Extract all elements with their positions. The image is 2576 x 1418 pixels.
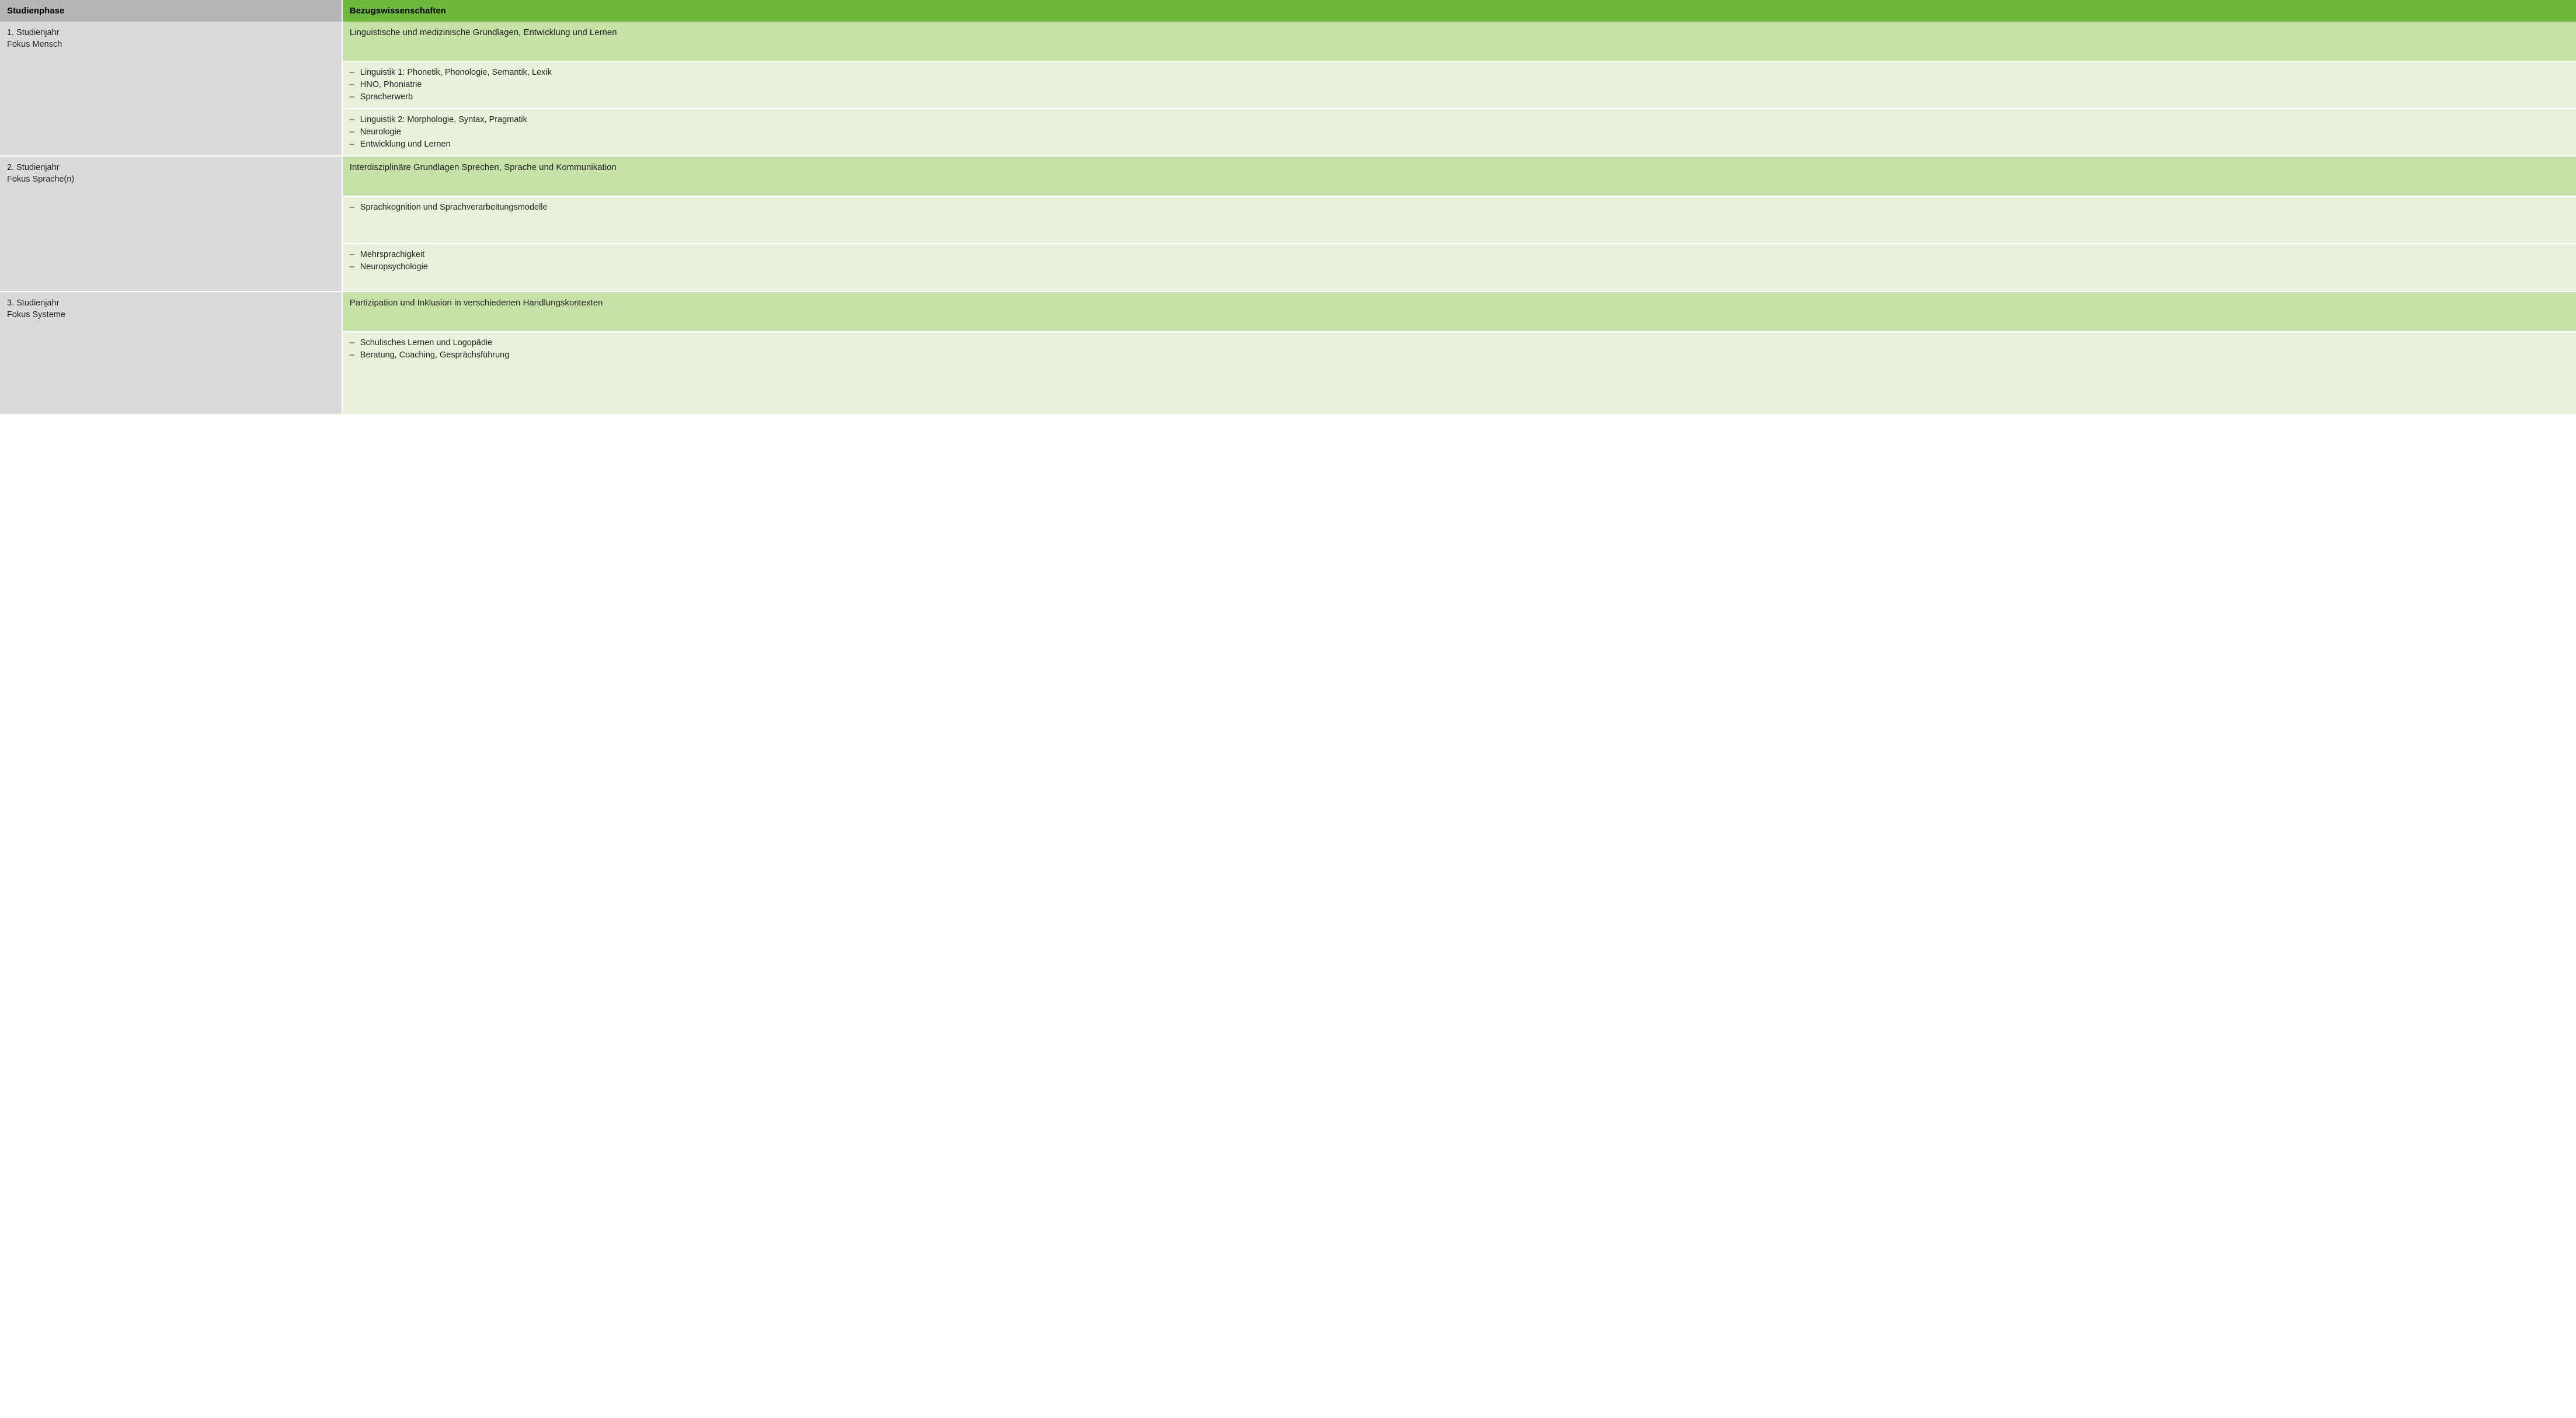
list-item: Entwicklung und Lernen	[350, 138, 2569, 151]
list-item: Mehrsprachigkeit	[350, 249, 2569, 261]
section-2-block-0: Sprachkognition und Sprachverarbeitungsm…	[343, 197, 2576, 244]
list-item: Spracherwerb	[350, 91, 2569, 103]
list-item: HNO, Phoniatrie	[350, 79, 2569, 91]
phase-line2: Fokus Systeme	[7, 310, 65, 319]
list-item: Neuropsychologie	[350, 261, 2569, 273]
phase-line2: Fokus Mensch	[7, 40, 62, 49]
list-item: Linguistik 2: Morphologie, Syntax, Pragm…	[350, 114, 2569, 126]
header-row: Studienphase Bezugswissenschaften	[0, 0, 2576, 22]
section-3-block-0: Schulisches Lernen und Logopädie Beratun…	[343, 332, 2576, 414]
header-right: Bezugswissenschaften	[343, 0, 2576, 22]
list-item: Schulisches Lernen und Logopädie	[350, 337, 2569, 349]
phase-label-2: 2. Studienjahr Fokus Sprache(n)	[0, 157, 343, 291]
section-3-banner: Partizipation und Inklusion in verschied…	[343, 292, 2576, 332]
list-item: Linguistik 1: Phonetik, Phonologie, Sema…	[350, 67, 2569, 79]
section-year-3: 3. Studienjahr Fokus Systeme Partizipati…	[0, 292, 2576, 414]
section-1-banner: Linguistische und medizinische Grundlage…	[343, 22, 2576, 62]
phase-line1: 3. Studienjahr	[7, 298, 59, 308]
section-year-2: 2. Studienjahr Fokus Sprache(n) Interdis…	[0, 157, 2576, 292]
section-2-banner: Interdisziplinäre Grundlagen Sprechen, S…	[343, 157, 2576, 197]
header-left: Studienphase	[0, 0, 343, 22]
phase-label-3: 3. Studienjahr Fokus Systeme	[0, 292, 343, 414]
section-1-block-1: Linguistik 2: Morphologie, Syntax, Pragm…	[343, 109, 2576, 155]
phase-line1: 2. Studienjahr	[7, 163, 59, 172]
phase-line2: Fokus Sprache(n)	[7, 175, 74, 184]
list-item: Beratung, Coaching, Gesprächsführung	[350, 349, 2569, 362]
phase-label-1: 1. Studienjahr Fokus Mensch	[0, 22, 343, 155]
list-item: Sprachkognition und Sprachverarbeitungsm…	[350, 201, 2569, 214]
list-item: Neurologie	[350, 126, 2569, 138]
section-2-block-1: Mehrsprachigkeit Neuropsychologie	[343, 244, 2576, 291]
curriculum-table: Studienphase Bezugswissenschaften 1. Stu…	[0, 0, 2576, 414]
section-year-1: 1. Studienjahr Fokus Mensch Linguistisch…	[0, 22, 2576, 157]
section-1-block-0: Linguistik 1: Phonetik, Phonologie, Sema…	[343, 62, 2576, 109]
phase-line1: 1. Studienjahr	[7, 28, 59, 37]
